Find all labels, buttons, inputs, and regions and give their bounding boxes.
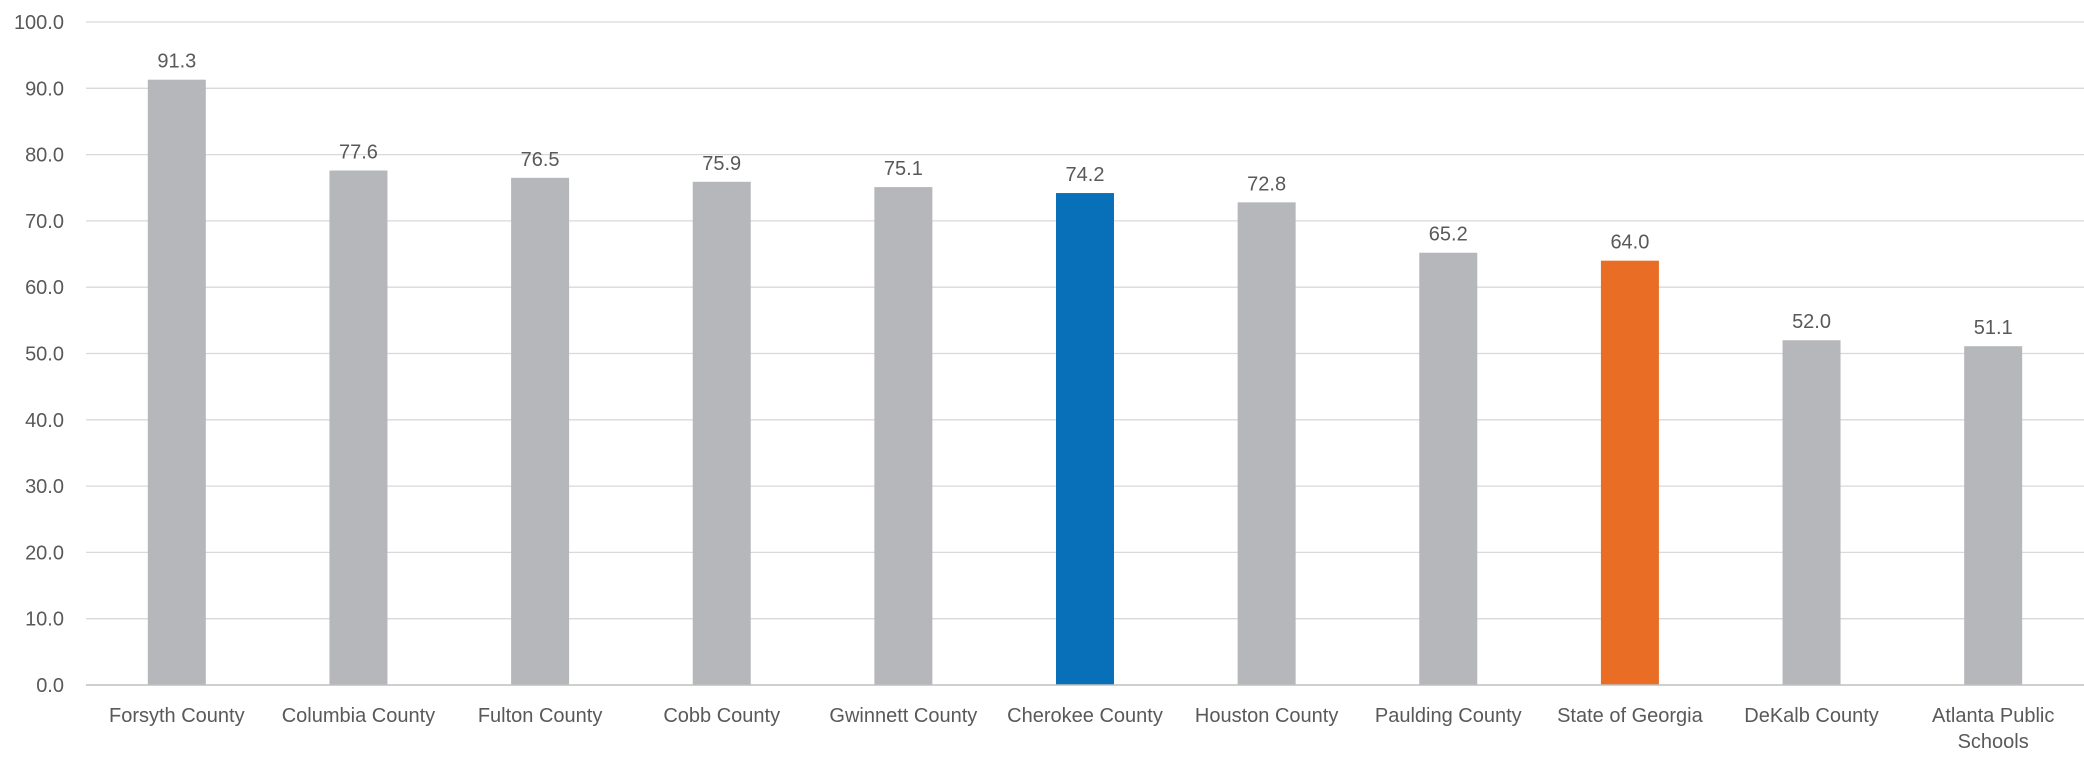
y-tick-label: 80.0 [25, 145, 64, 167]
x-tick-label: Cobb County [663, 705, 780, 727]
y-tick-label: 50.0 [25, 344, 64, 366]
bar [1237, 202, 1296, 685]
x-tick-label: DeKalb County [1744, 705, 1879, 727]
bar [1419, 252, 1478, 685]
y-tick-label: 70.0 [25, 211, 64, 233]
bar [1600, 260, 1659, 685]
x-tick-label: Gwinnett County [829, 705, 977, 727]
data-label: 64.0 [1610, 232, 1649, 254]
data-label: 52.0 [1792, 311, 1831, 333]
x-tick-label: Columbia County [282, 705, 435, 727]
data-label: 76.5 [521, 149, 560, 171]
x-tick-label: Atlanta Public Schools [1932, 705, 2054, 753]
bar [1964, 346, 2023, 685]
y-tick-label: 90.0 [25, 78, 64, 100]
y-tick-label: 30.0 [25, 476, 64, 498]
y-tick-label: 10.0 [25, 609, 64, 631]
data-label: 91.3 [157, 51, 196, 73]
bar [1782, 340, 1841, 685]
bars [147, 79, 2023, 686]
x-tick-label: Forsyth County [109, 705, 245, 727]
bar [511, 177, 570, 685]
data-labels: 91.3 77.6 76.5 75.9 75.1 74.2 72.8 65.2 64.0 52.0… [157, 51, 2012, 340]
y-tick-label: 0.0 [36, 675, 64, 697]
y-axis-tick-labels: 0.0 10.0 20.0 30.0 40.0 50.0 60.0 70.0 80.0 90.0 1… [14, 12, 64, 697]
data-label: 74.2 [1066, 164, 1105, 186]
y-tick-label: 60.0 [25, 277, 64, 299]
bar [874, 187, 933, 685]
y-tick-label: 100.0 [14, 12, 64, 34]
data-label: 72.8 [1247, 173, 1286, 195]
y-tick-label: 20.0 [25, 542, 64, 564]
bar [329, 170, 388, 686]
data-label: 75.1 [884, 158, 923, 180]
data-label: 77.6 [339, 142, 378, 164]
x-tick-label: Fulton County [478, 705, 603, 727]
data-label: 75.9 [702, 153, 741, 175]
x-tick-label: State of Georgia [1557, 705, 1704, 727]
x-tick-label: Paulding County [1375, 705, 1522, 727]
x-tick-label: Houston County [1195, 705, 1338, 727]
x-tick-label: Cherokee County [1007, 705, 1163, 727]
y-tick-label: 40.0 [25, 410, 64, 432]
bar [692, 181, 751, 685]
data-label: 51.1 [1974, 317, 2013, 339]
x-axis-tick-labels: Forsyth County Columbia County Fulton Coun… [109, 705, 2054, 753]
data-label: 65.2 [1429, 224, 1468, 246]
bar [1056, 193, 1114, 685]
bar [147, 79, 206, 685]
